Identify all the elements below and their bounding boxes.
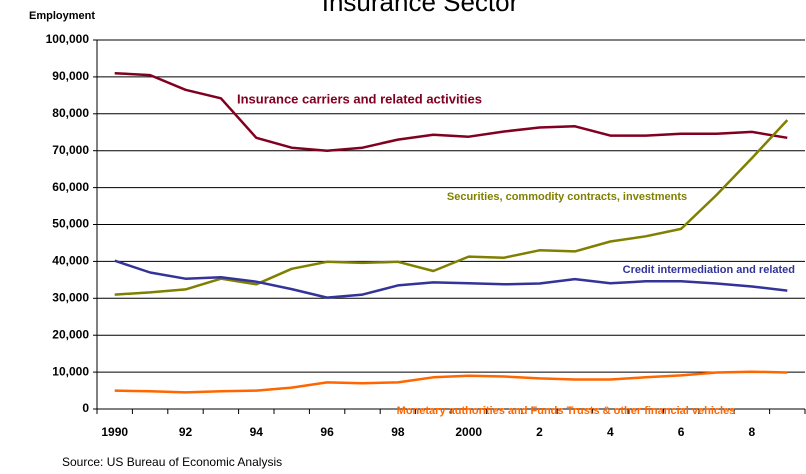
x-tick-label: 92 — [179, 425, 193, 439]
y-axis-label: Employment — [29, 10, 95, 22]
series-line — [114, 259, 788, 299]
y-tick-label: 10,000 — [52, 364, 89, 378]
y-tick-label: 20,000 — [52, 327, 89, 341]
series-line — [114, 71, 788, 152]
x-tick-label: 94 — [250, 425, 264, 439]
y-tick-label: 0 — [82, 401, 89, 415]
series-line — [114, 119, 789, 296]
chart-title: Insurance Sector — [322, 0, 519, 17]
x-tick-label: 98 — [391, 425, 405, 439]
y-tick-label: 70,000 — [52, 143, 89, 157]
series-label: Securities, commodity contracts, investm… — [447, 191, 687, 203]
y-tick-label: 60,000 — [52, 180, 89, 194]
y-tick-label: 90,000 — [52, 69, 89, 83]
x-tick-label: 1990 — [101, 425, 128, 439]
y-tick-label: 80,000 — [52, 106, 89, 120]
y-tick-label: 50,000 — [52, 217, 89, 231]
y-tick-label: 30,000 — [52, 290, 89, 304]
y-tick-label: 100,000 — [46, 32, 90, 46]
x-tick-label: 8 — [749, 425, 756, 439]
series-label: Monetary authorities and Funds Trusts & … — [397, 405, 736, 417]
x-tick-label: 4 — [607, 425, 614, 439]
x-tick-label: 6 — [678, 425, 685, 439]
x-tick-label: 96 — [320, 425, 334, 439]
series-label: Insurance carriers and related activitie… — [237, 91, 482, 106]
x-tick-label: 2 — [536, 425, 543, 439]
x-tick-label: 2000 — [455, 425, 482, 439]
y-tick-label: 40,000 — [52, 254, 89, 268]
series-label: Credit intermediation and related — [623, 264, 795, 276]
series-line — [114, 370, 788, 394]
source-note: Source: US Bureau of Economic Analysis — [62, 455, 282, 469]
